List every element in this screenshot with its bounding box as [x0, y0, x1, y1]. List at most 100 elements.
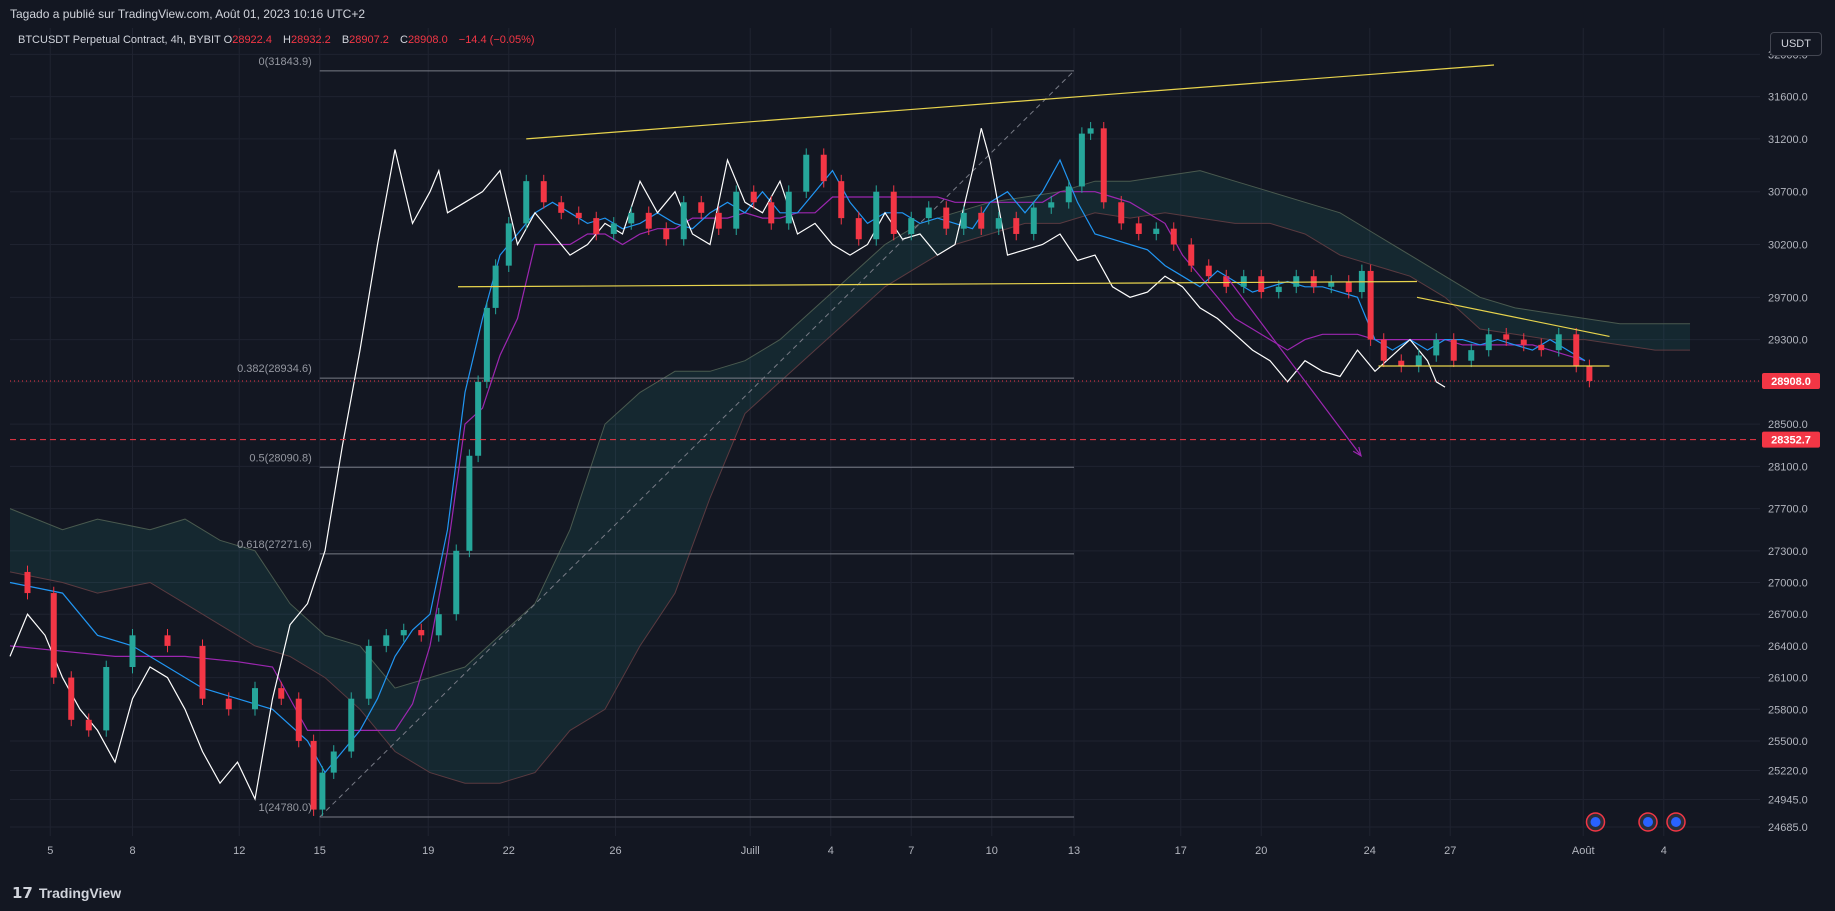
- time-tick-label: 10: [986, 845, 998, 857]
- candle-body: [1503, 334, 1510, 340]
- candle-body: [400, 630, 407, 636]
- candle-body: [505, 223, 512, 266]
- tradingview-logo-text: TradingView: [38, 885, 122, 901]
- close-label: C: [399, 34, 408, 46]
- trend-line: [526, 64, 1495, 140]
- candle-body: [733, 191, 740, 229]
- candlesticks: [24, 122, 1593, 816]
- candle-body: [1433, 339, 1440, 356]
- candle-body: [453, 550, 460, 615]
- time-axis-background: [0, 836, 1835, 880]
- time-tick-label: 4: [1661, 845, 1667, 857]
- event-marker-flag: [1590, 817, 1601, 827]
- candle-body: [1450, 339, 1457, 361]
- fib-level-label: 0.382(28934.6): [237, 363, 312, 375]
- candle-body: [873, 191, 880, 240]
- price-tick-label: 24945.0: [1768, 795, 1808, 807]
- tradingview-logo[interactable]: 𝟭𝟳 TradingView: [12, 884, 121, 902]
- price-tick-label: 30700.0: [1768, 187, 1808, 199]
- time-tick-label: 19: [422, 845, 434, 857]
- quote-currency-button[interactable]: USDT: [1770, 32, 1822, 56]
- candle-body: [1135, 223, 1142, 234]
- candle-body: [348, 698, 355, 752]
- publish-text: Tagado a publié sur TradingView.com, Aoû…: [10, 7, 366, 21]
- time-tick-label: Août: [1572, 845, 1595, 857]
- fib-level-label: 0.618(27271.6): [237, 539, 312, 551]
- candle-body: [750, 191, 757, 203]
- price-tick-label: 26400.0: [1768, 641, 1808, 653]
- cloud-fill: [10, 170, 1690, 784]
- candle-body: [129, 635, 136, 668]
- candle-body: [698, 202, 705, 213]
- candle-body: [575, 212, 582, 219]
- candle-body: [593, 218, 600, 234]
- symbol-name[interactable]: BTCUSDT Perpetual Contract, 4h, BYBIT: [18, 34, 221, 46]
- candle-body: [164, 635, 171, 646]
- symbol-legend: BTCUSDT Perpetual Contract, 4h, BYBIT O 2…: [18, 34, 543, 46]
- candle-body: [1328, 281, 1335, 287]
- time-tick-label: 20: [1255, 845, 1267, 857]
- candle-body: [50, 593, 57, 678]
- candle-body: [1345, 281, 1352, 293]
- time-tick-label: 5: [47, 845, 53, 857]
- close-value: 28908.0: [407, 34, 448, 46]
- base-line: [9, 191, 1586, 732]
- change-value: −14.4 (−0.05%): [458, 34, 535, 46]
- candle-body: [68, 677, 75, 720]
- ichimoku-cloud: [9, 170, 1690, 784]
- price-axis[interactable]: 32000.031600.031200.030700.030200.029700…: [1760, 28, 1835, 880]
- candle-body: [310, 740, 317, 810]
- candle-body: [319, 772, 326, 810]
- price-tick-label: 29300.0: [1768, 335, 1808, 347]
- time-tick-label: 7: [908, 845, 914, 857]
- low-label: B: [341, 34, 350, 46]
- projection-arrow: [1225, 275, 1362, 457]
- candle-body: [1275, 286, 1282, 293]
- time-tick-label: 22: [503, 845, 515, 857]
- candle-body: [330, 751, 337, 773]
- high-value: 28932.2: [290, 34, 331, 46]
- candle-body: [1293, 276, 1300, 287]
- candle-body: [365, 645, 372, 699]
- time-tick-label: 24: [1364, 845, 1376, 857]
- price-tick-label: 29700.0: [1768, 292, 1808, 304]
- fib-level-label: 1(24780.0): [259, 802, 312, 814]
- candle-body: [24, 571, 31, 594]
- marked-price-badge: [1762, 431, 1820, 448]
- candle-body: [475, 381, 482, 456]
- footer: [0, 880, 1835, 911]
- candle-body: [1468, 350, 1475, 361]
- candle-body: [1118, 202, 1125, 224]
- event-markers[interactable]: [1585, 812, 1686, 832]
- time-tick-label: 12: [233, 845, 245, 857]
- fib-level-label: 0(31843.9): [259, 56, 312, 68]
- candle-body: [278, 688, 285, 699]
- candle-body: [1258, 276, 1265, 293]
- time-tick-label: 17: [1175, 845, 1187, 857]
- candle-body: [1555, 334, 1562, 351]
- price-tick-label: 24685.0: [1768, 822, 1808, 834]
- candle-body: [908, 218, 915, 234]
- candle-body: [925, 207, 932, 219]
- open-label: O: [223, 34, 233, 46]
- current-price-badge: [1762, 372, 1820, 389]
- price-tick-label: 27300.0: [1768, 546, 1808, 558]
- price-chart[interactable]: 0(31843.9) 0.382(28934.6) 0.5(28090.8) 0.61…: [0, 28, 1835, 880]
- candle-body: [1170, 228, 1177, 245]
- candle-body: [995, 218, 1002, 229]
- price-axis-background: [1760, 28, 1835, 880]
- candle-body: [1538, 344, 1545, 351]
- candle-body: [1485, 334, 1492, 351]
- candle-body: [558, 202, 565, 213]
- trend-line: [1416, 296, 1610, 338]
- time-axis[interactable]: 5 8 12 15 19 22 26 Juill 4 7 10 13 17 20 24 27 Août 4: [0, 836, 1835, 880]
- candle-body: [1520, 339, 1527, 345]
- candle-body: [225, 698, 232, 710]
- time-tick-label: 26: [609, 845, 621, 857]
- time-tick-label: 15: [314, 845, 326, 857]
- candle-body: [383, 635, 390, 646]
- fibonacci-retracement[interactable]: 0(31843.9) 0.382(28934.6) 0.5(28090.8) 0.61…: [237, 56, 1075, 818]
- candle-body: [838, 181, 845, 219]
- drawings[interactable]: [10, 64, 1760, 457]
- candle-body: [1573, 334, 1580, 366]
